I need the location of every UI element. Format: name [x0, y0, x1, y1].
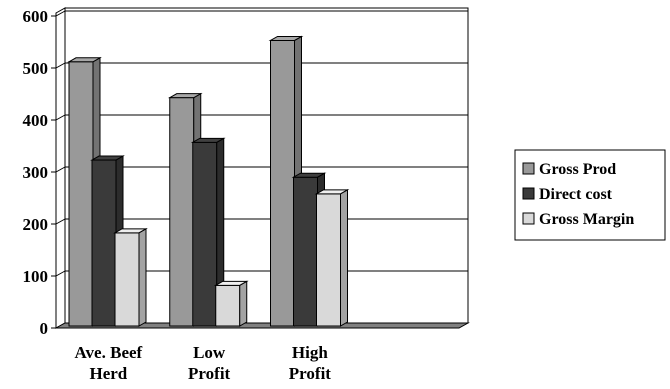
bar-top: [113, 228, 148, 234]
bar-side: [138, 227, 147, 327]
legend-swatch: [522, 187, 535, 200]
y-tick-label: 100: [23, 267, 49, 286]
bar: [314, 188, 350, 327]
legend-item: Direct cost: [522, 186, 613, 203]
bar: [113, 227, 148, 327]
y-tick-label: 400: [23, 111, 49, 130]
y-tick-label: 200: [23, 215, 49, 234]
legend-box: [514, 149, 666, 241]
legend-item: Gross Margin: [522, 211, 634, 228]
bar-top: [314, 189, 350, 195]
bar: [90, 155, 125, 327]
bar-top: [167, 93, 203, 99]
bar-top: [213, 280, 249, 286]
bar-top: [190, 137, 226, 143]
legend-swatch: [522, 162, 535, 175]
bar-front: [293, 176, 318, 327]
bar-front: [114, 232, 140, 327]
bar-side: [239, 280, 248, 327]
legend-item: Gross Prod: [522, 161, 616, 178]
x-tick-label: Ave. Beef Herd: [75, 343, 143, 383]
floor: [54, 322, 470, 329]
gridline-side: [55, 62, 66, 69]
gridline-side: [55, 218, 66, 225]
legend-label: Gross Prod: [539, 161, 616, 178]
legend: Gross Prod Direct cost Gross Margin: [514, 149, 666, 241]
bar-front: [316, 193, 341, 327]
bar: [190, 137, 226, 327]
x-tick-label: High Profit: [289, 343, 332, 383]
legend-label: Gross Margin: [539, 211, 634, 228]
y-tick-label: 300: [23, 163, 49, 182]
gridline-side: [55, 166, 66, 173]
gridline-side: [55, 10, 66, 17]
bar-front: [192, 141, 218, 327]
y-tick-label: 0: [40, 319, 49, 338]
bars: [67, 35, 350, 327]
bar-top: [291, 172, 327, 178]
y-tick-label: 500: [23, 59, 49, 78]
x-tick-label: Low Profit: [188, 343, 231, 383]
y-tick-label: 600: [23, 7, 49, 26]
bar-front: [169, 97, 195, 327]
gridline-side: [55, 270, 66, 277]
gridlines: [55, 10, 468, 277]
chart-walls: [54, 7, 470, 329]
bar-front: [91, 159, 117, 327]
bar-front: [215, 284, 241, 327]
x-axis-labels: Ave. Beef Herd Low Profit High Profit: [75, 343, 332, 383]
bar-front: [270, 39, 295, 327]
bar-top: [268, 35, 304, 41]
bar-front: [68, 61, 94, 327]
bar-side: [340, 188, 348, 327]
legend-label: Direct cost: [539, 186, 613, 203]
bar-top: [90, 155, 125, 161]
legend-swatch: [522, 212, 535, 225]
bar-top: [67, 57, 102, 63]
y-axis-ticks: 0 100 200 300 400 500 600: [23, 7, 56, 338]
gridline-side: [55, 114, 66, 121]
bar: [213, 280, 249, 327]
